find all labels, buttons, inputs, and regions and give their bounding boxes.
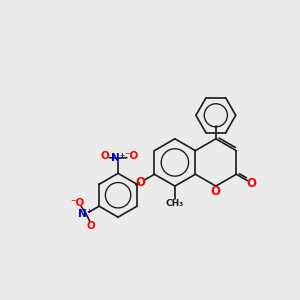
Text: N⁺: N⁺ xyxy=(111,153,125,163)
Text: O: O xyxy=(87,221,95,231)
Text: O: O xyxy=(247,177,257,190)
Text: ⁻O: ⁻O xyxy=(124,152,138,161)
Text: N⁺: N⁺ xyxy=(78,209,93,219)
Text: ⁻O: ⁻O xyxy=(71,198,85,208)
Text: O: O xyxy=(100,152,109,161)
Text: O: O xyxy=(211,185,221,198)
Text: CH₃: CH₃ xyxy=(166,199,184,208)
Text: O: O xyxy=(136,176,146,189)
